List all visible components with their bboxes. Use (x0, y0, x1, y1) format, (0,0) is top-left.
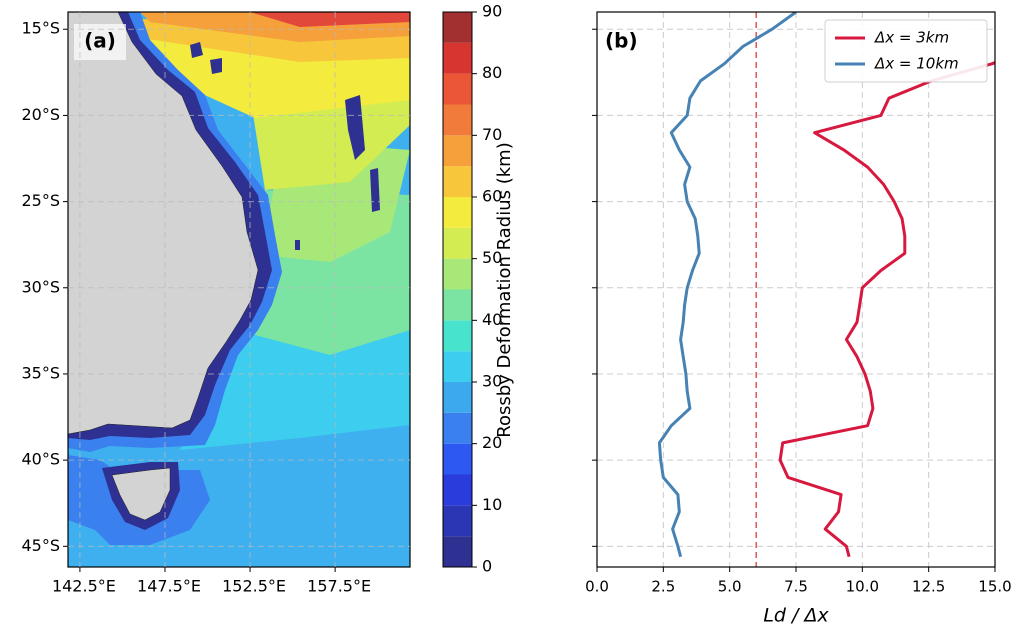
colorbar-band (443, 382, 472, 413)
colorbar-tick-label: 90 (482, 2, 502, 21)
colorbar-band (443, 12, 472, 43)
legend-box (824, 19, 988, 83)
legend-label: Δx = 10km (874, 55, 959, 73)
colorbar-band (443, 135, 472, 167)
colorbar-tick-label: 60 (482, 187, 502, 206)
panel-label: (a) (84, 29, 116, 53)
x-tick-label: 142.5°E (52, 577, 116, 596)
y-tick-label: 40°S (21, 450, 60, 469)
x-tick-label: 2.5 (651, 578, 675, 596)
colorbar-band (443, 351, 472, 382)
line-series (657, 12, 797, 558)
x-tick-label: 5.0 (718, 578, 742, 596)
x-tick-label: 157.5°E (307, 577, 371, 596)
colorbar-tick-label: 30 (482, 372, 502, 391)
colorbar-band (443, 505, 472, 537)
colorbar-tick-label: 20 (482, 433, 502, 452)
x-tick-label: 0.0 (585, 578, 609, 596)
colorbar-band (443, 320, 472, 352)
colorbar-band (443, 197, 472, 228)
colorbar-band (443, 536, 472, 567)
colorbar-band (443, 443, 472, 475)
colorbar-tick-label: 10 (482, 495, 502, 514)
colorbar-band (443, 73, 472, 105)
x-axis-label: Ld / Δx (763, 605, 829, 627)
label-box (74, 24, 126, 60)
colorbar-tick-label: 80 (482, 63, 502, 82)
plot-area (657, 12, 995, 558)
y-tick-label: 15°S (21, 19, 60, 38)
colorbar-band (443, 289, 472, 321)
colorbar-band (443, 474, 472, 506)
map-field (68, 12, 410, 567)
legend-label: Δx = 3km (874, 29, 949, 47)
y-tick-label: 25°S (21, 191, 60, 210)
axes-frame (596, 11, 996, 568)
x-tick-label: 152.5°E (222, 577, 286, 596)
colorbar-tick-label: 50 (482, 248, 502, 267)
colorbar-frame (442, 11, 473, 568)
colorbar-band (443, 227, 472, 259)
colorbar-band (443, 166, 472, 197)
colorbar-tick-label: 0 (482, 557, 492, 576)
line-series (778, 60, 995, 558)
axes-frame (67, 11, 411, 568)
y-tick-label: 45°S (21, 536, 60, 555)
x-tick-label: 10.0 (846, 578, 879, 596)
y-tick-label: 20°S (21, 105, 60, 124)
colorbar-tick-label: 40 (482, 310, 502, 329)
colorbar-band (443, 258, 472, 290)
colorbar-label: Rossby Deformation Radius (km) (494, 142, 515, 437)
colorbar-band (443, 104, 472, 136)
x-tick-label: 147.5°E (137, 577, 201, 596)
colorbar-tick-label: 70 (482, 125, 502, 144)
x-tick-label: 7.5 (784, 578, 808, 596)
land (68, 12, 259, 435)
panel-label: (b) (605, 29, 638, 53)
colorbar-band (443, 412, 472, 444)
map-region (250, 12, 410, 27)
land (111, 467, 171, 521)
x-tick-label: 12.5 (912, 578, 945, 596)
colorbar-band (443, 42, 472, 74)
x-tick-label: 15.0 (978, 578, 1011, 596)
y-tick-label: 35°S (21, 363, 60, 382)
y-tick-label: 30°S (21, 277, 60, 296)
